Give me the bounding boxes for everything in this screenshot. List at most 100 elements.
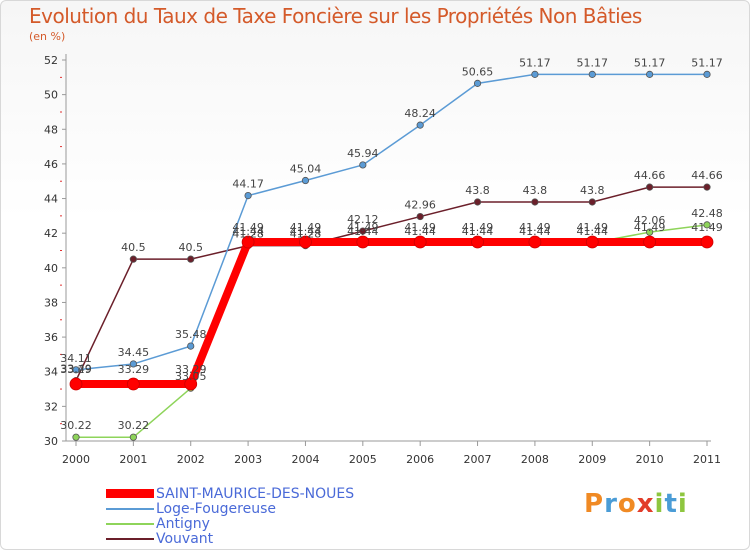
data-label-3: 40.5	[178, 241, 203, 254]
legend-item-vouvant: Vouvant	[106, 530, 214, 547]
data-label-0: 41.49	[232, 221, 264, 234]
data-label-1: 51.17	[634, 56, 666, 69]
data-label-1: 48.24	[404, 107, 436, 120]
x-tick-label: 2011	[693, 453, 721, 466]
proxiti-logo-letter: x	[636, 489, 655, 519]
data-label-0: 41.49	[462, 221, 494, 234]
y-tick-label: 52	[44, 54, 58, 67]
data-point-0	[184, 377, 198, 391]
data-point-3	[416, 212, 424, 221]
data-point-0	[299, 235, 312, 249]
proxiti-logo-letter: i	[677, 489, 688, 519]
data-point-0	[356, 235, 370, 249]
proxiti-logo-letter: i	[654, 489, 665, 519]
data-label-3: 43.8	[523, 184, 548, 197]
series-line-2	[76, 224, 708, 438]
data-label-1: 45.04	[290, 163, 322, 176]
data-label-0: 41.49	[691, 221, 723, 234]
data-point-1	[359, 161, 367, 169]
proxiti-logo-letter: o	[617, 489, 637, 519]
data-point-1	[703, 70, 711, 78]
data-point-1	[588, 70, 596, 78]
legend-swatch-saint-maurice	[106, 489, 154, 498]
data-label-3: 43.8	[580, 184, 605, 197]
data-point-3	[473, 198, 482, 206]
proxiti-logo-letter: t	[664, 489, 678, 519]
chart-title: Evolution du Taux de Taxe Foncière sur l…	[29, 4, 642, 28]
legend-label-saint-maurice: SAINT-MAURICE-DES-NOUES	[156, 485, 355, 502]
data-label-2: 42.48	[691, 207, 723, 220]
x-tick-label: 2001	[119, 453, 147, 466]
data-label-1: 51.17	[519, 56, 551, 69]
legend-label-vouvant: Vouvant	[156, 530, 214, 547]
data-label-0: 41.49	[290, 221, 322, 234]
x-tick-label: 2002	[177, 453, 205, 466]
data-label-0: 33.29	[118, 363, 150, 376]
data-label-3: 43.8	[465, 184, 490, 197]
data-label-0: 41.49	[577, 221, 609, 234]
data-point-3	[129, 255, 137, 263]
series-line-1	[75, 73, 707, 371]
data-label-2: 41.44	[519, 225, 551, 238]
data-point-0	[471, 235, 484, 249]
data-point-1	[301, 176, 310, 185]
proxiti-logo: Proxiti	[584, 489, 688, 519]
data-point-3	[588, 198, 596, 206]
data-label-0: 41.49	[404, 221, 436, 234]
x-tick-label: 2004	[291, 453, 319, 466]
data-label-1: 35.48	[175, 328, 207, 341]
data-point-2	[129, 433, 137, 441]
x-tick-label: 2000	[62, 453, 90, 466]
data-point-0	[241, 235, 255, 249]
data-label-2: 41.44	[232, 225, 264, 238]
data-label-3: 41.28	[232, 228, 264, 241]
legend-swatch-loge-fougereuse	[106, 507, 154, 510]
data-label-1: 45.94	[347, 147, 379, 160]
data-label-1: 51.17	[691, 56, 723, 69]
series-line-3	[75, 186, 707, 381]
x-tick-label: 2008	[521, 453, 549, 466]
data-label-2: 30.22	[118, 419, 150, 432]
data-label-0: 33.29	[175, 363, 207, 376]
x-tick-label: 2006	[406, 453, 434, 466]
data-label-3: 33.49	[60, 363, 92, 376]
data-point-3	[646, 183, 654, 191]
y-tick-label: 32	[44, 400, 58, 413]
data-label-0: 41.49	[347, 221, 379, 234]
data-point-1	[244, 192, 252, 200]
data-label-1: 51.17	[577, 56, 609, 69]
data-point-0	[700, 235, 714, 249]
data-point-3	[359, 227, 367, 235]
data-point-3	[703, 183, 711, 191]
y-tick-label: 50	[44, 89, 58, 102]
data-label-0: 33.29	[60, 363, 92, 376]
data-point-3	[187, 255, 195, 263]
data-point-1	[72, 366, 80, 374]
data-label-2: 41.44	[290, 225, 322, 238]
data-label-0: 41.49	[634, 221, 666, 234]
y-tick-label: 44	[44, 193, 58, 206]
x-tick-label: 2010	[636, 453, 664, 466]
data-label-3: 40.5	[121, 241, 146, 254]
y-tick-label: 38	[44, 296, 58, 309]
data-label-3: 42.96	[404, 199, 436, 212]
y-tick-label: 42	[44, 227, 58, 240]
data-point-3	[531, 198, 539, 206]
data-label-1: 50.65	[462, 65, 494, 78]
data-label-1: 44.17	[232, 178, 264, 191]
data-label-2: 30.22	[60, 419, 92, 432]
data-point-0	[69, 377, 83, 391]
data-label-3: 42.12	[347, 213, 379, 226]
data-point-1	[129, 360, 137, 368]
x-tick-label: 2003	[234, 453, 262, 466]
y-tick-label: 46	[44, 158, 58, 171]
proxiti-logo-letter: r	[604, 489, 618, 519]
y-tick-label: 30	[44, 435, 58, 448]
legend-swatch-vouvant	[106, 537, 154, 540]
data-point-0	[413, 235, 427, 249]
data-label-2: 41.44	[404, 225, 436, 238]
data-point-1	[187, 342, 195, 350]
data-point-0	[643, 235, 657, 249]
